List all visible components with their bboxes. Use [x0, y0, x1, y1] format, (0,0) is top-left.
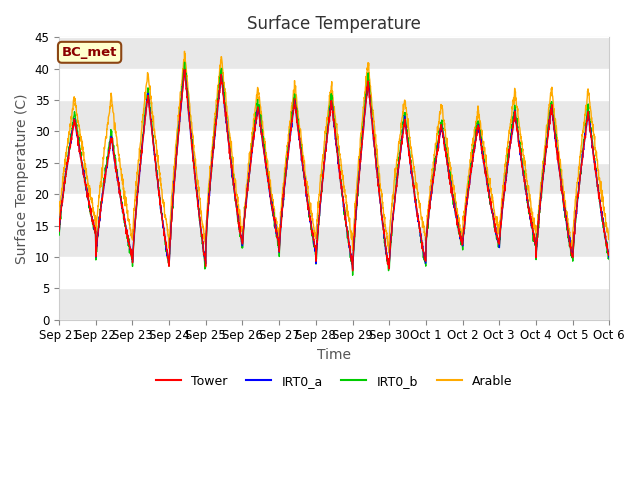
Arable [573, 187, 580, 192]
Tower [349, 268, 356, 274]
Arable [180, 48, 188, 54]
Arable [350, 219, 358, 225]
Bar [59, 288, 609, 320]
Bar [59, 37, 609, 69]
Y-axis label: Surface Temperature (C): Surface Temperature (C) [15, 93, 29, 264]
IRT0_a [55, 228, 63, 234]
IRT0_b [349, 272, 356, 278]
IRT0_b [180, 60, 188, 65]
Tower [209, 150, 216, 156]
Bar [59, 226, 609, 257]
Arable [55, 216, 63, 221]
X-axis label: Time: Time [317, 348, 351, 362]
Tower [605, 252, 613, 258]
IRT0_a [605, 255, 613, 261]
Line: Arable: Arable [59, 51, 609, 254]
Tower [362, 96, 370, 102]
IRT0_b [209, 147, 216, 153]
Tower [351, 234, 358, 240]
IRT0_a [209, 151, 216, 157]
IRT0_b [55, 232, 63, 238]
IRT0_a [557, 179, 565, 185]
IRT0_a [181, 67, 189, 73]
IRT0_a [362, 96, 370, 101]
IRT0_a [573, 207, 580, 213]
Bar [59, 163, 609, 194]
IRT0_b [557, 178, 565, 184]
Line: Tower: Tower [59, 70, 609, 271]
Arable [209, 139, 216, 144]
Text: BC_met: BC_met [62, 46, 117, 59]
Tower [180, 67, 188, 72]
IRT0_b [351, 240, 358, 245]
Arable [605, 235, 613, 240]
Arable [362, 73, 370, 79]
Arable [557, 166, 564, 172]
Tower [573, 208, 580, 214]
Line: IRT0_a: IRT0_a [59, 70, 609, 269]
Bar [59, 100, 609, 132]
Arable [568, 251, 576, 257]
IRT0_b [495, 244, 502, 250]
IRT0_b [573, 209, 580, 215]
IRT0_b [362, 90, 370, 96]
Tower [495, 240, 502, 246]
Tower [557, 180, 565, 185]
IRT0_a [495, 238, 502, 244]
Legend: Tower, IRT0_a, IRT0_b, Arable: Tower, IRT0_a, IRT0_b, Arable [151, 370, 517, 393]
IRT0_a [351, 233, 358, 239]
IRT0_b [605, 256, 613, 262]
Tower [55, 228, 63, 234]
Title: Surface Temperature: Surface Temperature [247, 15, 421, 33]
Line: IRT0_b: IRT0_b [59, 62, 609, 275]
Arable [494, 231, 502, 237]
IRT0_a [349, 266, 356, 272]
